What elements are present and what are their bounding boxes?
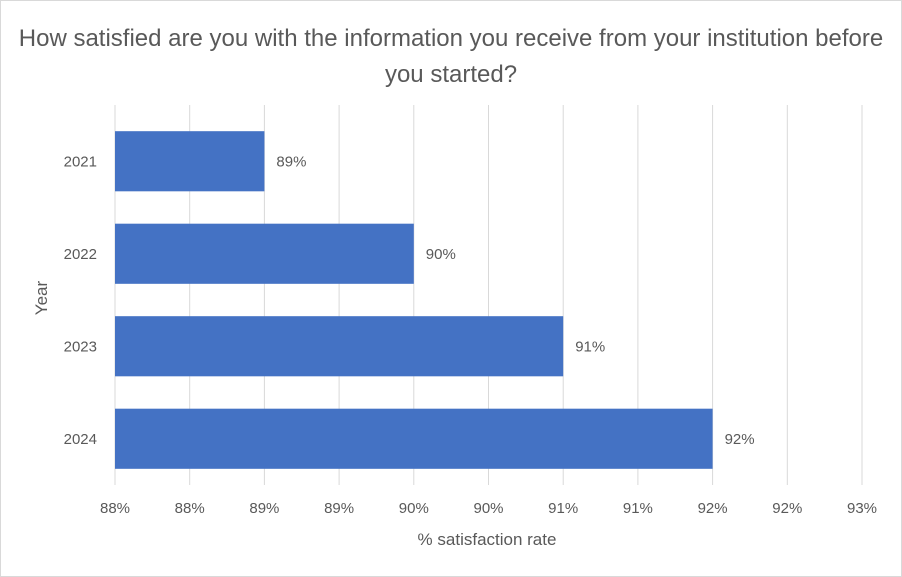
data-label-2022: 90% bbox=[426, 246, 456, 263]
bar-2024 bbox=[115, 408, 713, 469]
category-label-2023: 2023 bbox=[64, 338, 97, 355]
data-label-2021: 89% bbox=[276, 153, 306, 170]
x-tick-label: 93% bbox=[847, 500, 877, 517]
x-tick-label: 89% bbox=[249, 500, 279, 517]
x-tick-label: 89% bbox=[324, 500, 354, 517]
chart-title: How satisfied are you with the informati… bbox=[18, 25, 884, 88]
y-axis-title: Year bbox=[32, 280, 51, 315]
x-tick-label: 88% bbox=[100, 500, 130, 517]
x-tick-label: 92% bbox=[698, 500, 728, 517]
x-axis-title: % satisfaction rate bbox=[418, 530, 557, 549]
x-tick-label: 88% bbox=[175, 500, 205, 517]
x-tick-label: 92% bbox=[772, 500, 802, 517]
value-axis-labels: 88% 88% 89% 89% 90% 90% 91% 91% 92% 92% 93% bbox=[100, 500, 877, 517]
bar-2022 bbox=[115, 223, 414, 284]
category-label-2022: 2022 bbox=[64, 246, 97, 263]
data-labels: 89% 90% 91% 92% bbox=[276, 153, 754, 448]
category-axis-labels: 2021 2022 2023 2024 bbox=[64, 153, 97, 448]
data-label-2023: 91% bbox=[575, 338, 605, 355]
x-tick-label: 90% bbox=[399, 500, 429, 517]
category-label-2024: 2024 bbox=[64, 431, 97, 448]
bar-2023 bbox=[115, 316, 564, 377]
category-label-2021: 2021 bbox=[64, 153, 97, 170]
data-label-2024: 92% bbox=[725, 431, 755, 448]
bar-2021 bbox=[115, 131, 265, 192]
x-tick-label: 90% bbox=[473, 500, 503, 517]
x-tick-label: 91% bbox=[548, 500, 578, 517]
x-tick-label: 91% bbox=[623, 500, 653, 517]
bars bbox=[115, 131, 713, 469]
